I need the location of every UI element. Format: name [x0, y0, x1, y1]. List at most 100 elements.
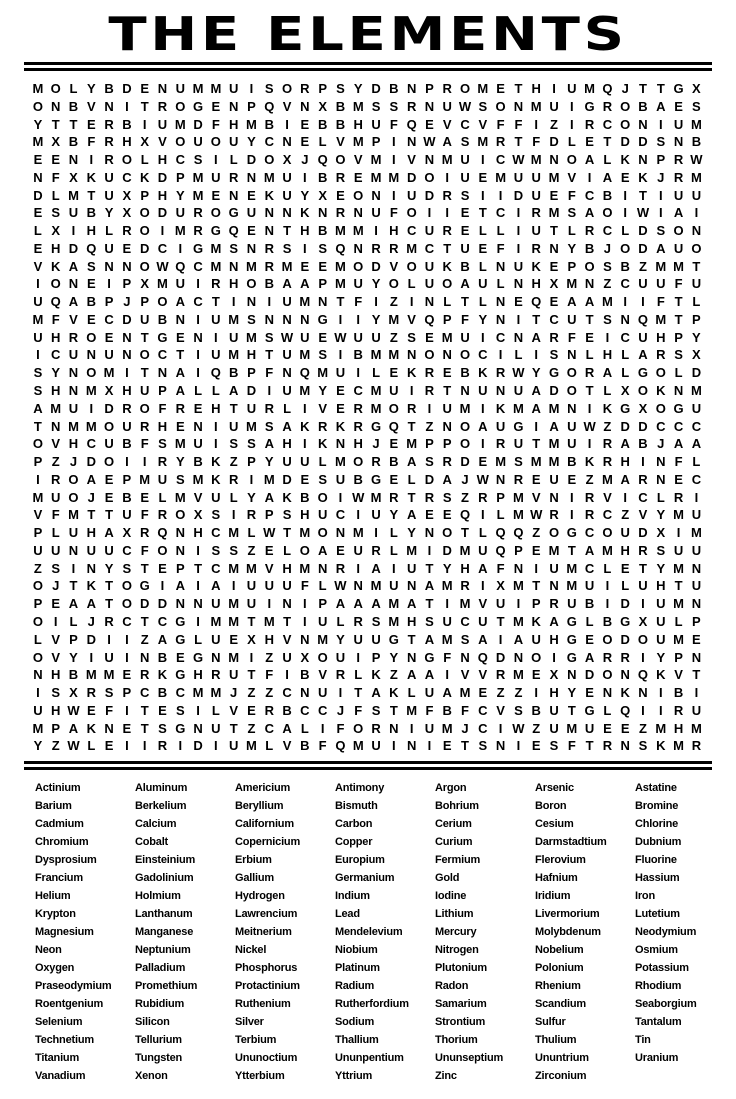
grid-letter[interactable]: M	[548, 169, 560, 185]
grid-letter[interactable]: D	[549, 134, 559, 150]
grid-letter[interactable]: V	[282, 738, 292, 754]
grid-letter[interactable]: F	[265, 667, 274, 683]
grid-letter[interactable]: I	[214, 418, 218, 434]
grid-letter[interactable]: I	[481, 436, 485, 452]
grid-letter[interactable]: D	[157, 205, 168, 221]
grid-letter[interactable]: H	[228, 276, 239, 292]
grid-letter[interactable]: T	[461, 738, 469, 754]
grid-letter[interactable]: T	[692, 258, 701, 274]
grid-letter[interactable]: R	[478, 489, 488, 505]
grid-letter[interactable]: L	[621, 223, 630, 239]
grid-letter[interactable]: R	[424, 489, 435, 505]
grid-letter[interactable]: G	[620, 613, 631, 629]
grid-letter[interactable]: F	[354, 702, 363, 718]
grid-letter[interactable]: S	[656, 134, 666, 150]
grid-letter[interactable]: X	[620, 383, 630, 399]
grid-letter[interactable]: P	[318, 596, 327, 612]
grid-letter[interactable]: H	[86, 223, 96, 239]
grid-letter[interactable]: R	[104, 152, 114, 168]
grid-letter[interactable]: C	[691, 471, 702, 487]
grid-letter[interactable]: M	[68, 507, 79, 523]
grid-letter[interactable]: T	[585, 383, 594, 399]
grid-letter[interactable]: X	[193, 507, 203, 523]
grid-letter[interactable]: U	[478, 383, 488, 399]
grid-letter[interactable]: U	[549, 471, 559, 487]
grid-letter[interactable]: K	[300, 418, 310, 434]
grid-letter[interactable]: U	[424, 276, 435, 292]
grid-letter[interactable]: C	[157, 240, 168, 256]
grid-letter[interactable]: I	[374, 525, 378, 541]
grid-letter[interactable]: T	[443, 383, 452, 399]
grid-letter[interactable]: Y	[247, 134, 256, 150]
grid-letter[interactable]: S	[692, 98, 701, 114]
grid-letter[interactable]: A	[175, 294, 185, 310]
grid-letter[interactable]: O	[317, 649, 328, 665]
grid-letter[interactable]: I	[36, 471, 40, 487]
grid-letter[interactable]: H	[300, 507, 310, 523]
grid-letter[interactable]: R	[442, 187, 452, 203]
grid-letter[interactable]: L	[621, 578, 630, 594]
grid-letter[interactable]: M	[370, 578, 382, 594]
grid-letter[interactable]: U	[673, 116, 684, 132]
grid-letter[interactable]: F	[567, 329, 576, 345]
grid-letter[interactable]: G	[548, 365, 560, 381]
grid-letter[interactable]: R	[495, 667, 506, 683]
grid-letter[interactable]: U	[371, 205, 381, 221]
grid-letter[interactable]: F	[674, 276, 683, 292]
grid-letter[interactable]: M	[673, 596, 684, 612]
grid-letter[interactable]: G	[584, 98, 595, 114]
grid-letter[interactable]: U	[175, 276, 185, 292]
grid-letter[interactable]: H	[549, 685, 559, 701]
grid-letter[interactable]: C	[584, 560, 595, 576]
grid-letter[interactable]: W	[636, 205, 650, 221]
grid-letter[interactable]: R	[371, 720, 381, 736]
grid-letter[interactable]: Y	[264, 454, 274, 470]
grid-letter[interactable]: X	[656, 525, 666, 541]
grid-letter[interactable]: H	[389, 223, 399, 239]
grid-letter[interactable]: I	[71, 223, 76, 239]
grid-letter[interactable]: U	[495, 418, 506, 434]
grid-letter[interactable]: O	[602, 631, 613, 647]
grid-letter[interactable]: U	[549, 702, 559, 718]
grid-letter[interactable]: S	[104, 685, 114, 701]
grid-letter[interactable]: R	[424, 383, 435, 399]
grid-letter[interactable]: U	[193, 134, 203, 150]
grid-letter[interactable]: M	[192, 81, 204, 96]
grid-letter[interactable]: J	[372, 436, 380, 452]
grid-letter[interactable]: R	[193, 205, 203, 221]
grid-letter[interactable]: J	[230, 685, 238, 701]
grid-letter[interactable]: Y	[247, 489, 256, 505]
grid-letter[interactable]: U	[122, 507, 132, 523]
grid-letter[interactable]: S	[211, 542, 221, 558]
grid-letter[interactable]: H	[282, 436, 292, 452]
grid-letter[interactable]: I	[409, 383, 414, 399]
grid-letter[interactable]: Z	[639, 258, 647, 274]
grid-letter[interactable]: C	[211, 560, 221, 576]
grid-letter[interactable]: H	[157, 418, 168, 434]
grid-letter[interactable]: R	[371, 542, 381, 558]
grid-letter[interactable]: B	[86, 294, 96, 310]
grid-letter[interactable]: M	[32, 81, 44, 96]
grid-letter[interactable]: E	[336, 187, 345, 203]
grid-letter[interactable]: H	[549, 631, 559, 647]
grid-letter[interactable]: I	[338, 489, 343, 505]
grid-letter[interactable]: O	[175, 507, 186, 523]
grid-letter[interactable]: U	[442, 613, 452, 629]
grid-letter[interactable]: U	[442, 98, 452, 114]
grid-letter[interactable]: M	[566, 578, 578, 594]
grid-letter[interactable]: R	[211, 667, 221, 683]
grid-letter[interactable]: A	[175, 365, 185, 381]
grid-letter[interactable]: M	[441, 720, 453, 736]
grid-letter[interactable]: M	[388, 347, 400, 363]
grid-letter[interactable]: N	[620, 667, 630, 683]
grid-letter[interactable]: L	[318, 578, 327, 594]
grid-letter[interactable]: I	[125, 454, 129, 470]
grid-letter[interactable]: M	[388, 613, 400, 629]
grid-letter[interactable]: A	[406, 454, 417, 470]
grid-letter[interactable]: I	[125, 738, 129, 754]
grid-letter[interactable]: I	[427, 738, 432, 754]
grid-letter[interactable]: R	[495, 436, 506, 452]
grid-letter[interactable]: N	[549, 152, 559, 168]
grid-letter[interactable]: S	[371, 702, 381, 718]
grid-letter[interactable]: V	[407, 311, 416, 327]
